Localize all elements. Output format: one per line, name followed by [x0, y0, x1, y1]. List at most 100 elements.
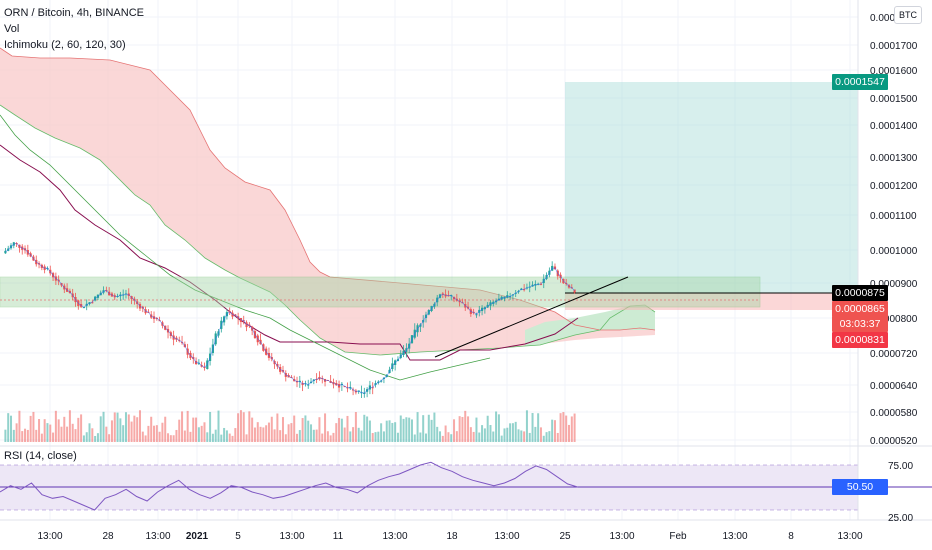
candle-body	[371, 387, 374, 389]
volume-bar	[161, 422, 164, 442]
volume-bar	[304, 415, 307, 442]
volume-bar	[155, 425, 158, 442]
volume-bar	[377, 431, 380, 442]
volume-bar	[7, 413, 10, 442]
volume-bar	[169, 435, 172, 442]
volume-bar	[251, 417, 254, 442]
price-tick-label: 0.0001600	[870, 66, 918, 77]
candle-body	[523, 289, 526, 291]
volume-bar	[464, 410, 467, 442]
time-tick-label: 5	[235, 531, 241, 542]
volume-bar	[262, 427, 265, 442]
volume-bar	[475, 417, 478, 442]
ichimoku-leading-span-b	[0, 104, 656, 356]
volume-bar	[82, 435, 85, 442]
volume-bar	[360, 430, 363, 442]
volume-bar	[209, 411, 212, 442]
volume-bar	[492, 431, 495, 442]
volume-bar	[245, 434, 248, 442]
volume-bar	[133, 415, 136, 442]
volume-bar	[110, 420, 113, 442]
price-tick-label: 0.0001300	[870, 153, 918, 164]
volume-bar	[223, 427, 226, 442]
volume-bar	[71, 423, 74, 442]
volume-bar	[551, 419, 554, 442]
volume-bar	[77, 417, 80, 442]
volume-bar	[248, 411, 251, 442]
volume-bar	[239, 410, 242, 442]
symbol-legend[interactable]: ORN / Bitcoin, 4h, BINANCE	[4, 7, 144, 19]
volume-bar	[486, 415, 489, 442]
rsi-legend[interactable]: RSI (14, close)	[4, 450, 77, 462]
volume-bar	[349, 431, 352, 442]
candle-body	[475, 314, 478, 316]
volume-bar	[410, 419, 413, 442]
trend-line[interactable]	[434, 276, 629, 358]
volume-bar	[424, 433, 427, 442]
volume-bar	[80, 414, 83, 442]
volume-bar	[298, 430, 301, 442]
price-tick-label: 0.0000800	[870, 314, 918, 325]
rsi-tick-label: 25.00	[888, 513, 913, 524]
volume-bar	[430, 419, 433, 442]
volume-bar	[26, 429, 29, 442]
price-tick-label: 0.0001000	[870, 246, 918, 257]
candle-body	[326, 380, 329, 381]
volume-bar	[181, 411, 184, 442]
price-axis[interactable]: 0.0001800 0.0001700 0.0001600 0.0001500 0.00…	[870, 13, 918, 447]
volume-bar	[91, 428, 94, 442]
long-position-stop-zone[interactable]	[565, 293, 858, 310]
volume-bar	[74, 429, 77, 442]
time-tick-label: Feb	[669, 531, 687, 542]
volume-bar	[66, 426, 69, 442]
volume-bar	[35, 429, 38, 442]
volume-bar	[324, 413, 327, 442]
volume-bar	[18, 410, 21, 442]
volume-bar	[514, 421, 517, 442]
volume-bars	[4, 410, 576, 442]
currency-button[interactable]: BTC	[894, 6, 922, 24]
volume-bar	[489, 425, 492, 442]
volume-bar	[217, 410, 220, 442]
volume-bar	[60, 426, 63, 442]
volume-bar	[116, 412, 119, 442]
volume-bar	[57, 419, 60, 442]
volume-bar	[122, 425, 125, 442]
price-tick-label: 0.0000520	[870, 436, 918, 447]
volume-bar	[385, 420, 388, 442]
ichimoku-legend[interactable]: Ichimoku (2, 60, 120, 30)	[4, 39, 126, 51]
volume-bar	[565, 415, 568, 442]
long-position-target-zone[interactable]	[565, 82, 858, 293]
volume-bar	[225, 430, 228, 442]
volume-bar	[402, 418, 405, 442]
volume-bar	[124, 412, 127, 442]
volume-bar	[453, 419, 456, 442]
volume-bar	[256, 422, 259, 442]
volume-bar	[183, 430, 186, 442]
volume-bar	[553, 420, 556, 442]
volume-bar	[150, 416, 153, 442]
volume-bar	[329, 435, 332, 442]
time-tick-label: 13:00	[382, 531, 407, 542]
volume-bar	[144, 435, 147, 442]
volume-bar	[113, 412, 116, 442]
time-tick-label: 13:00	[609, 531, 634, 542]
candle-body	[447, 295, 450, 297]
volume-bar	[467, 416, 470, 442]
volume-bar	[310, 424, 313, 442]
volume-bar	[500, 435, 503, 442]
volume-bar	[242, 412, 245, 442]
volume-bar	[528, 432, 531, 442]
volume-bar	[231, 435, 234, 442]
price-tick-label: 0.0001200	[870, 181, 918, 192]
volume-bar	[534, 426, 537, 442]
volume-bar	[270, 416, 273, 442]
volume-legend[interactable]: Vol	[4, 23, 20, 35]
volume-bar	[542, 435, 545, 442]
time-tick-label: 25	[559, 531, 571, 542]
volume-bar	[276, 413, 279, 442]
volume-bar	[99, 416, 102, 442]
volume-bar	[315, 429, 318, 442]
time-axis[interactable]: 13:00 28 13:00 2021 5 13:00 11 13:00 18 13:00 25 13…	[37, 531, 862, 542]
